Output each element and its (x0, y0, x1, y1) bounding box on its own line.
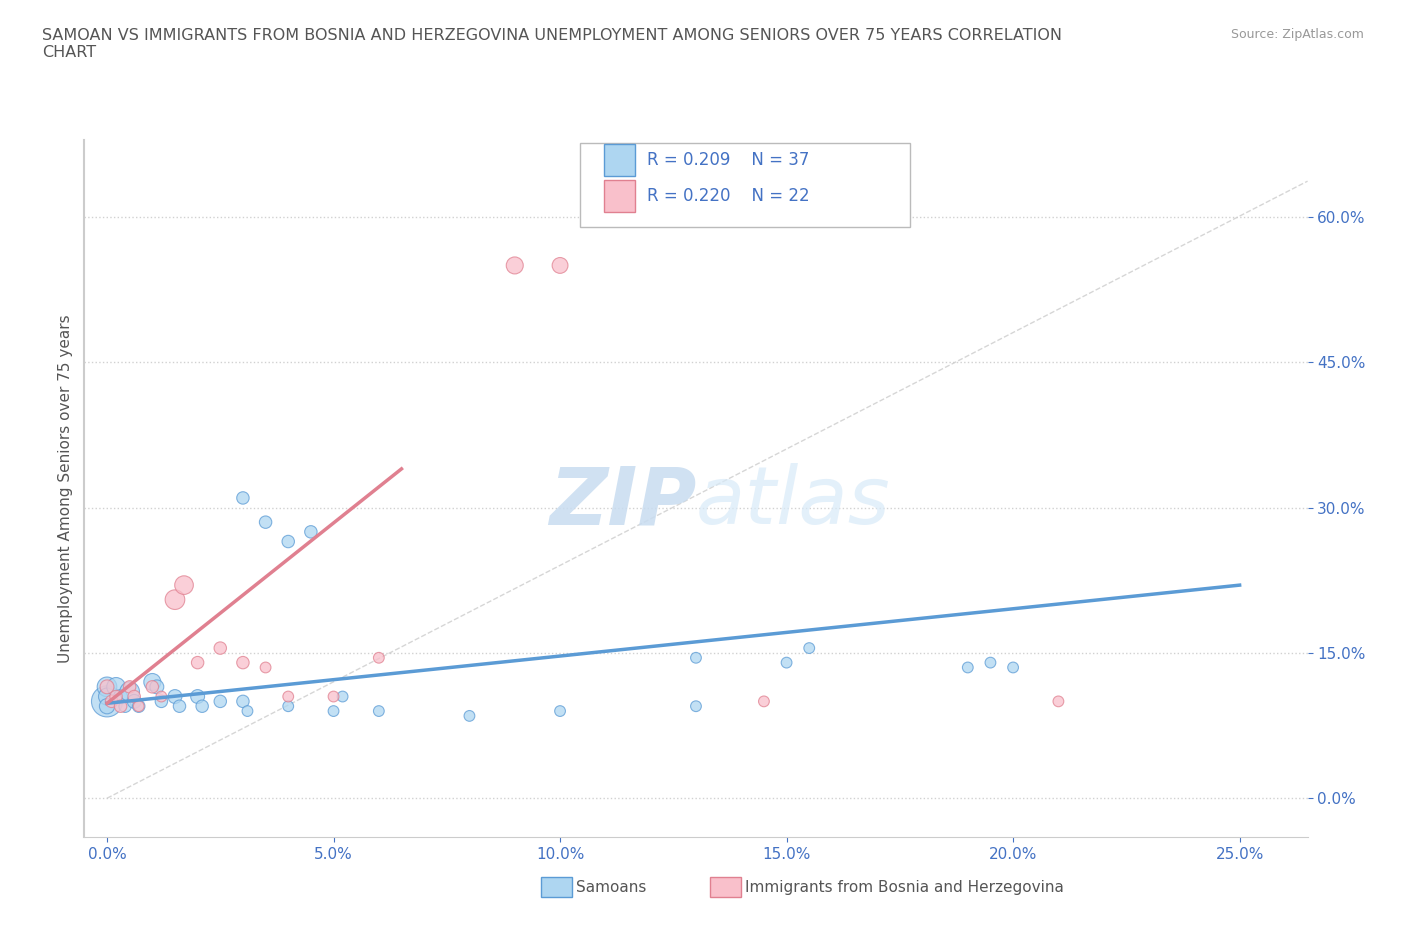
Point (367, 650, 389, 665)
Point (118, 684, 141, 699)
FancyBboxPatch shape (605, 144, 636, 176)
Point (685, 698, 707, 713)
Point (277, 689, 299, 704)
Point (322, 689, 344, 704)
Point (254, 514, 277, 529)
FancyBboxPatch shape (579, 143, 910, 227)
Point (114, 698, 136, 713)
Text: SAMOAN VS IMMIGRANTS FROM BOSNIA AND HERZEGOVINA UNEMPLOYMENT AMONG SENIORS OVER: SAMOAN VS IMMIGRANTS FROM BOSNIA AND HER… (42, 28, 1062, 60)
Point (128, 698, 150, 713)
Point (110, 689, 132, 704)
Point (1002, 660, 1025, 675)
Point (96, 694, 118, 709)
Point (277, 534, 299, 549)
Point (277, 698, 299, 713)
Point (254, 660, 277, 675)
Point (209, 694, 232, 709)
Point (548, 704, 571, 719)
Point (141, 674, 163, 689)
Point (367, 704, 389, 719)
Point (105, 689, 128, 704)
Point (96, 698, 118, 713)
Point (110, 698, 132, 713)
Point (150, 694, 173, 709)
Point (146, 680, 169, 695)
Point (332, 689, 354, 704)
Point (799, 641, 821, 656)
Point (232, 656, 254, 671)
Point (191, 698, 214, 713)
Point (118, 680, 141, 695)
Text: atlas: atlas (696, 463, 891, 541)
Point (685, 650, 707, 665)
Point (299, 525, 322, 539)
Point (105, 680, 128, 695)
FancyBboxPatch shape (605, 180, 636, 212)
Point (173, 578, 195, 592)
Point (775, 656, 797, 671)
Point (232, 490, 254, 505)
Y-axis label: Unemployment Among Seniors over 75 years: Unemployment Among Seniors over 75 years (58, 314, 73, 662)
Text: Immigrants from Bosnia and Herzegovina: Immigrants from Bosnia and Herzegovina (745, 880, 1064, 895)
Point (169, 698, 191, 713)
Point (96, 680, 118, 695)
Point (236, 704, 259, 719)
Point (187, 689, 209, 704)
Point (163, 689, 186, 704)
Point (503, 258, 526, 272)
Point (96, 680, 118, 695)
Point (163, 592, 186, 607)
Text: R = 0.209    N = 37: R = 0.209 N = 37 (647, 151, 810, 169)
Point (141, 680, 163, 695)
Point (100, 694, 122, 709)
Text: ZIP: ZIP (548, 463, 696, 541)
Point (548, 258, 571, 272)
Point (209, 641, 232, 656)
Text: Samoans: Samoans (576, 880, 647, 895)
Point (956, 660, 979, 675)
Text: Source: ZipAtlas.com: Source: ZipAtlas.com (1230, 28, 1364, 41)
Point (979, 656, 1001, 671)
Point (187, 656, 209, 671)
Point (322, 704, 344, 719)
Point (122, 694, 145, 709)
Point (128, 698, 150, 713)
Point (458, 709, 481, 724)
Point (1047, 694, 1070, 709)
Point (96, 689, 118, 704)
Point (122, 689, 145, 704)
Text: R = 0.220    N = 22: R = 0.220 N = 22 (647, 187, 810, 205)
Point (150, 689, 173, 704)
Point (752, 694, 775, 709)
Point (232, 694, 254, 709)
